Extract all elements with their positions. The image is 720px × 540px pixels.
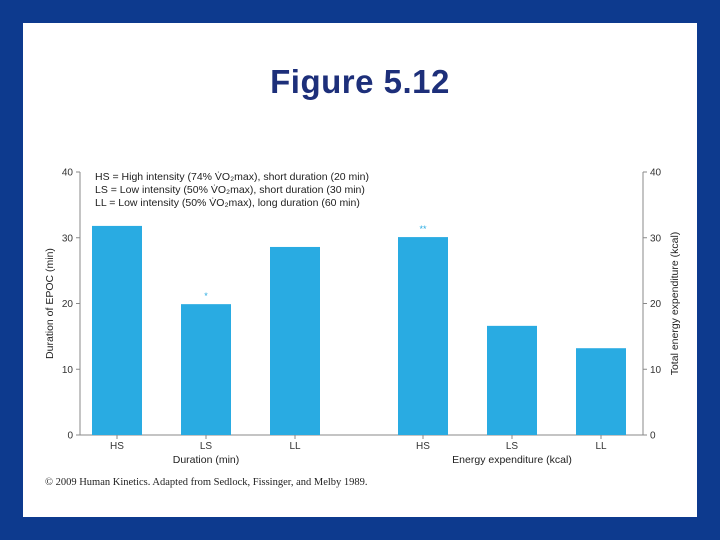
bar-duration-ll	[270, 246, 320, 435]
y-tick-label-left: 0	[67, 431, 73, 442]
y-tick-label-right: 40	[650, 168, 662, 179]
x-category-label: LS	[506, 441, 519, 452]
x-category-label: HS	[110, 441, 124, 452]
chart-axes	[76, 171, 647, 439]
legend-line: LS = Low intensity (50% V̇O₂max), short …	[95, 183, 365, 196]
significance-marker: *	[204, 291, 208, 301]
legend-line: LL = Low intensity (50% V̇O₂max), long d…	[95, 196, 360, 209]
y-tick-label-right: 0	[650, 431, 656, 442]
legend-line: HS = High intensity (74% V̇O₂max), short…	[95, 170, 369, 183]
x-group-title-duration: Duration (min)	[173, 454, 240, 466]
bar-duration-hs	[92, 225, 142, 435]
y-tick-label-right: 20	[650, 299, 662, 310]
y-tick-label-left: 30	[62, 233, 74, 244]
x-group-title-energy: Energy expenditure (kcal)	[452, 454, 572, 466]
bar-duration-ls	[181, 304, 231, 435]
significance-marker: **	[419, 224, 427, 234]
copyright-credit: © 2009 Human Kinetics. Adapted from Sedl…	[45, 477, 368, 488]
x-category-label: LS	[200, 441, 213, 452]
x-category-label: LL	[595, 441, 607, 452]
bar-energy-hs	[398, 237, 448, 435]
y-tick-label-right: 10	[650, 365, 662, 376]
x-category-label: HS	[416, 441, 430, 452]
slide-panel: Figure 5.12 0 10 20 30 40 0 10 20 30 40 Duration o…	[23, 23, 697, 517]
chart-legend: HS = High intensity (74% V̇O₂max), short…	[95, 170, 369, 209]
slide-title: Figure 5.12	[270, 63, 450, 100]
y-axis-title-right: Total energy expenditure (kcal)	[669, 232, 681, 376]
y-tick-label-left: 40	[62, 168, 74, 179]
x-category-label: LL	[289, 441, 301, 452]
bar-energy-ll	[576, 348, 626, 435]
y-tick-label-left: 20	[62, 299, 74, 310]
y-tick-label-right: 30	[650, 233, 662, 244]
epoc-bar-chart: 0 10 20 30 40 0 10 20 30 40 Duration of EPOC (min)…	[44, 168, 681, 467]
y-axis-title-left: Duration of EPOC (min)	[44, 248, 56, 359]
chart-bars	[92, 225, 626, 435]
bar-energy-ls	[487, 325, 537, 435]
chart-labels: 0 10 20 30 40 0 10 20 30 40 Duration of EPOC (min)…	[44, 168, 681, 467]
y-tick-label-left: 10	[62, 365, 74, 376]
